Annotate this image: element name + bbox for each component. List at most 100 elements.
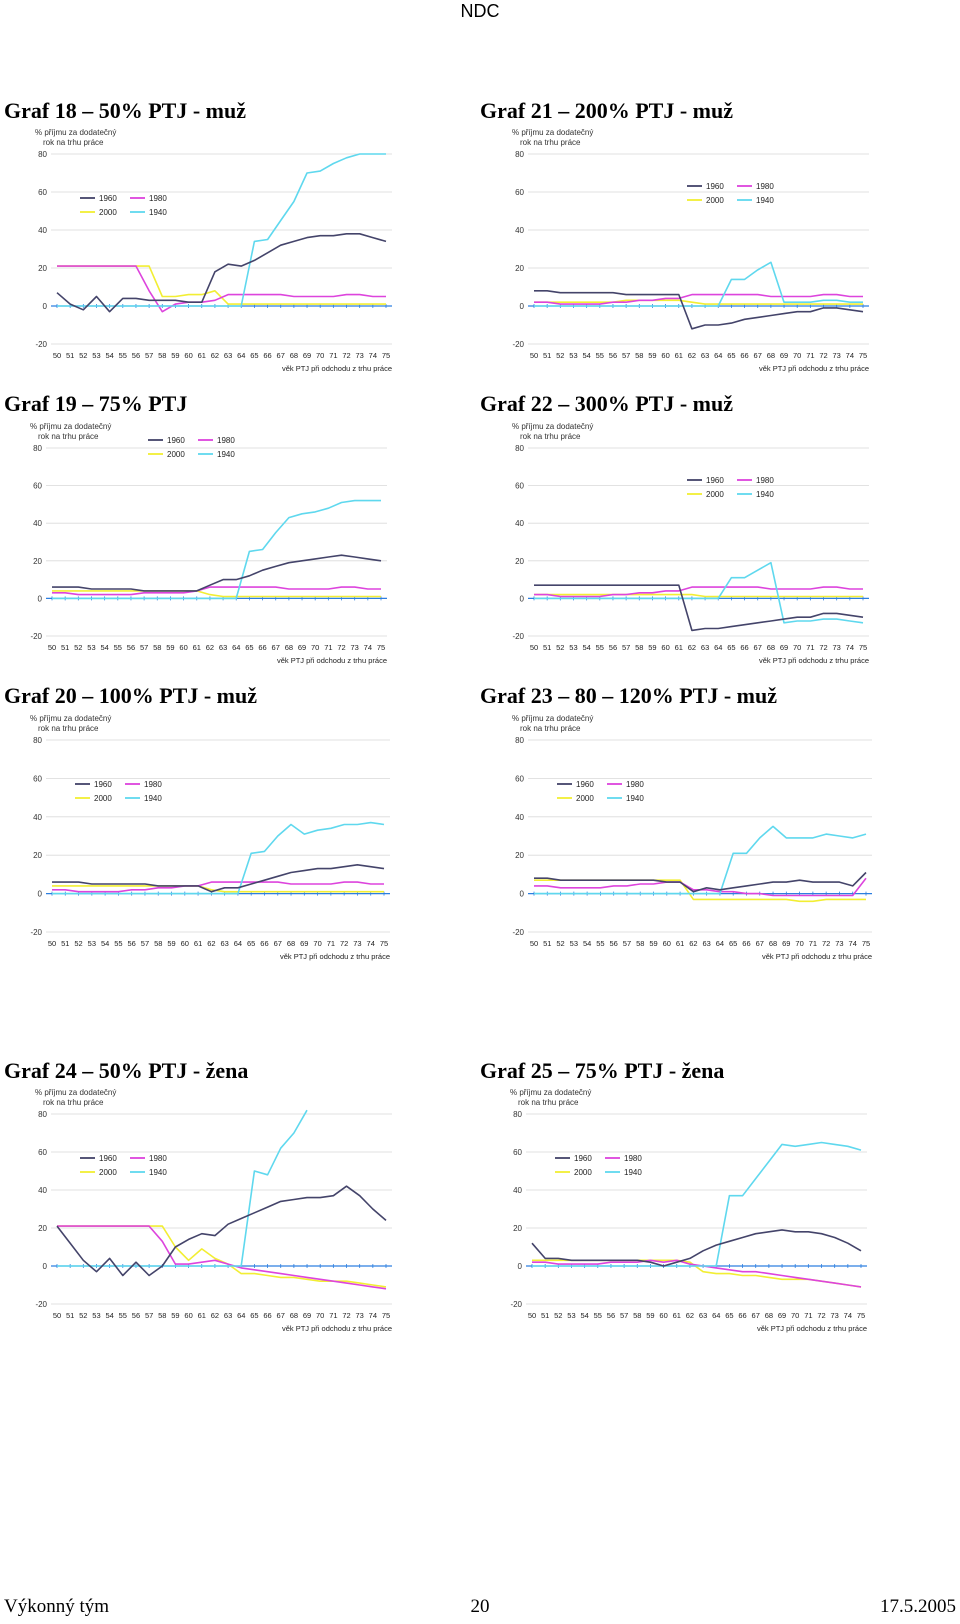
y-axis-label-line-2: rok na trhu práce xyxy=(38,724,99,733)
x-axis-label: věk PTJ při odchodu z trhu práce xyxy=(759,364,869,373)
x-tick-label: 70 xyxy=(316,1311,324,1320)
y-tick-label: 40 xyxy=(38,226,47,235)
x-tick-label: 62 xyxy=(211,351,219,360)
x-tick-label: 57 xyxy=(622,643,630,652)
x-tick-label: 51 xyxy=(543,643,551,652)
x-tick-label: 59 xyxy=(648,351,656,360)
x-tick-label: 57 xyxy=(141,939,149,948)
x-tick-label: 51 xyxy=(61,939,69,948)
x-tick-label: 67 xyxy=(752,1311,760,1320)
legend-label-2000: 2000 xyxy=(706,490,724,499)
series-line-1940 xyxy=(534,825,867,895)
x-tick-label: 73 xyxy=(833,643,841,652)
y-tick-label: 20 xyxy=(33,557,42,566)
x-tick-label: 74 xyxy=(846,643,854,652)
x-tick-label: 55 xyxy=(596,643,604,652)
x-tick-label: 52 xyxy=(554,1311,562,1320)
x-tick-label: 63 xyxy=(224,351,232,360)
x-tick-label: 58 xyxy=(158,1311,166,1320)
x-tick-label: 71 xyxy=(324,643,332,652)
x-tick-label: 53 xyxy=(88,939,96,948)
x-tick-label: 52 xyxy=(556,939,564,948)
x-tick-label: 72 xyxy=(819,351,827,360)
x-tick-label: 53 xyxy=(569,643,577,652)
y-tick-label: 60 xyxy=(38,1148,47,1157)
x-tick-label: 50 xyxy=(530,939,538,948)
series-line-2000 xyxy=(57,1225,387,1288)
x-tick-label: 73 xyxy=(356,351,364,360)
x-tick-label: 71 xyxy=(329,1311,337,1320)
x-tick-label: 66 xyxy=(740,351,748,360)
series-line-1980 xyxy=(532,1259,862,1288)
x-tick-label: 50 xyxy=(53,1311,61,1320)
y-tick-label: 60 xyxy=(515,482,524,491)
x-tick-label: 72 xyxy=(822,939,830,948)
legend-label-2000: 2000 xyxy=(576,794,594,803)
x-tick-label: 52 xyxy=(556,351,564,360)
y-tick-label: 40 xyxy=(33,519,42,528)
legend-label-1980: 1980 xyxy=(626,780,644,789)
legend-label-1980: 1980 xyxy=(144,780,162,789)
x-tick-label: 68 xyxy=(765,1311,773,1320)
x-tick-label: 75 xyxy=(859,351,867,360)
x-tick-label: 50 xyxy=(530,351,538,360)
y-axis-label-line-1: % příjmu za dodatečný xyxy=(30,422,111,431)
x-tick-label: 70 xyxy=(313,939,321,948)
x-tick-label: 69 xyxy=(782,939,790,948)
x-tick-label: 75 xyxy=(377,643,385,652)
x-tick-label: 65 xyxy=(250,1311,258,1320)
graph-title-24: Graf 24 – 50% PTJ - žena xyxy=(4,1058,249,1083)
x-tick-label: 69 xyxy=(303,351,311,360)
x-tick-label: 62 xyxy=(688,643,696,652)
y-axis-label-line-1: % příjmu za dodatečný xyxy=(512,714,593,723)
x-tick-label: 75 xyxy=(859,643,867,652)
x-tick-label: 65 xyxy=(247,939,255,948)
y-tick-label: 0 xyxy=(520,594,525,603)
x-tick-label: 70 xyxy=(793,643,801,652)
legend-label-1960: 1960 xyxy=(94,780,112,789)
x-tick-label: 52 xyxy=(74,939,82,948)
x-axis-label: věk PTJ při odchodu z trhu práce xyxy=(282,364,392,373)
x-tick-label: 66 xyxy=(263,1311,271,1320)
y-axis-label-line-2: rok na trhu práce xyxy=(43,1098,104,1107)
x-tick-label: 58 xyxy=(158,351,166,360)
x-tick-label: 70 xyxy=(793,351,801,360)
y-tick-label: 80 xyxy=(38,1110,47,1119)
x-tick-label: 72 xyxy=(817,1311,825,1320)
x-tick-label: 74 xyxy=(846,351,854,360)
x-tick-label: 74 xyxy=(844,1311,852,1320)
graph-title-20: Graf 20 – 100% PTJ - muž xyxy=(4,683,257,708)
x-tick-label: 58 xyxy=(153,643,161,652)
legend-label-1980: 1980 xyxy=(217,436,235,445)
y-axis-label-line-2: rok na trhu práce xyxy=(520,432,581,441)
x-tick-label: 62 xyxy=(211,1311,219,1320)
x-tick-label: 50 xyxy=(53,351,61,360)
legend-label-1940: 1940 xyxy=(626,794,644,803)
x-tick-label: 54 xyxy=(580,1311,588,1320)
x-tick-label: 56 xyxy=(609,351,617,360)
x-tick-label: 66 xyxy=(740,643,748,652)
x-tick-label: 61 xyxy=(194,939,202,948)
x-tick-label: 61 xyxy=(673,1311,681,1320)
graph-title-25: Graf 25 – 75% PTJ - žena xyxy=(480,1058,725,1083)
graph-title-23: Graf 23 – 80 – 120% PTJ - muž xyxy=(480,683,777,708)
x-tick-label: 70 xyxy=(795,939,803,948)
y-tick-label: 0 xyxy=(38,594,43,603)
x-tick-label: 65 xyxy=(727,643,735,652)
y-tick-label: 20 xyxy=(33,851,42,860)
x-tick-label: 52 xyxy=(74,643,82,652)
x-tick-label: 57 xyxy=(620,1311,628,1320)
y-tick-label: -20 xyxy=(510,1300,522,1309)
x-tick-label: 53 xyxy=(92,351,100,360)
x-tick-label: 53 xyxy=(87,643,95,652)
x-tick-label: 54 xyxy=(582,643,590,652)
x-tick-label: 74 xyxy=(849,939,857,948)
x-tick-label: 73 xyxy=(833,351,841,360)
x-tick-label: 56 xyxy=(609,643,617,652)
series-line-1940 xyxy=(534,561,864,624)
x-tick-label: 52 xyxy=(79,1311,87,1320)
